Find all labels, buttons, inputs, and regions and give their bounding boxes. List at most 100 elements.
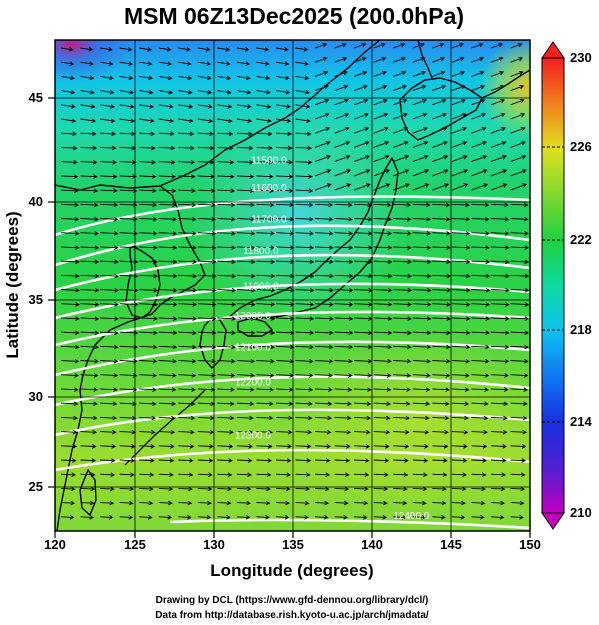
wind-vector	[334, 472, 350, 478]
wind-vector	[451, 287, 471, 293]
wind-vector	[510, 245, 530, 250]
wind-vector	[393, 401, 411, 407]
wind-vector	[139, 302, 159, 307]
wind-vector	[197, 373, 216, 378]
wind-vector	[510, 358, 529, 364]
wind-vector	[490, 112, 506, 120]
credit-drawing: Drawing by DCL (https://www.gfd-dennou.o…	[156, 595, 429, 606]
wind-vector	[393, 415, 411, 421]
wind-vector	[295, 500, 310, 506]
wind-vector	[256, 75, 271, 81]
wind-vector	[100, 514, 114, 520]
wind-vector	[393, 373, 412, 378]
wind-vector	[256, 202, 275, 208]
wind-vector	[354, 401, 372, 407]
wind-vector	[275, 75, 290, 81]
wind-vector	[139, 472, 155, 478]
wind-vector	[100, 131, 117, 137]
wind-vector	[217, 472, 233, 478]
wind-vector	[353, 70, 368, 77]
wind-vector	[217, 316, 237, 321]
wind-vector	[393, 287, 413, 293]
wind-vector	[60, 387, 79, 392]
wind-vector	[490, 330, 510, 336]
wind-vector	[197, 47, 211, 52]
wind-vector	[373, 202, 392, 208]
wind-vector	[178, 472, 194, 478]
wind-vector	[373, 472, 389, 478]
x-tick-labels: 120 125 130 135 140 145 150	[44, 537, 541, 552]
wind-vector	[178, 231, 197, 236]
wind-vector	[178, 174, 196, 179]
wind-vector	[393, 486, 408, 492]
wind-vector	[354, 514, 368, 520]
wind-vector	[490, 302, 510, 307]
wind-vector	[275, 259, 295, 265]
wind-vector	[80, 160, 98, 165]
wind-vector	[490, 486, 506, 492]
wind-vector	[197, 61, 212, 66]
wind-vector	[100, 401, 118, 407]
wind-vector	[490, 126, 507, 134]
wind-vector	[275, 160, 293, 165]
wind-vector	[275, 330, 295, 336]
wind-vector	[178, 245, 197, 250]
wind-vector	[451, 387, 470, 392]
colorbar-top-arrow	[541, 41, 565, 59]
wind-vector	[393, 444, 410, 449]
wind-vector	[217, 500, 232, 506]
colorbar-bottom-arrow	[541, 512, 565, 530]
wind-vector	[314, 500, 330, 506]
wind-vector	[256, 401, 274, 407]
wind-vector	[178, 216, 197, 222]
y-tick-label: 30	[29, 389, 43, 404]
wind-vector	[295, 302, 315, 307]
wind-vector	[412, 344, 432, 350]
wind-vector	[314, 486, 330, 492]
wind-vector	[119, 160, 137, 165]
wind-vector	[139, 61, 153, 66]
coast-hokkaido	[399, 77, 483, 141]
wind-vector	[217, 188, 236, 194]
wind-vector	[295, 316, 315, 321]
wind-vector	[373, 415, 391, 421]
wind-vector	[197, 358, 217, 364]
wind-vector	[236, 273, 256, 279]
wind-vector	[412, 330, 432, 336]
wind-vector	[275, 429, 293, 435]
wind-vector	[236, 429, 254, 435]
wind-vector	[373, 126, 389, 134]
wind-vector	[314, 141, 331, 148]
wind-vector	[393, 387, 411, 392]
coast-honshu	[227, 157, 399, 319]
wind-vector	[490, 429, 508, 435]
wind-vector	[275, 444, 293, 449]
wind-vector	[334, 273, 354, 279]
wind-vector	[60, 287, 80, 293]
wind-vector	[354, 500, 369, 506]
wind-vector	[451, 42, 464, 49]
wind-vector	[236, 302, 256, 307]
wind-vector	[373, 231, 393, 236]
wind-vector	[393, 216, 412, 222]
y-tick-label: 40	[29, 194, 43, 209]
wind-vector	[236, 216, 256, 222]
wind-vector	[314, 302, 334, 307]
wind-vector	[60, 202, 80, 208]
axis-ticks	[48, 97, 531, 538]
wind-vector	[256, 118, 272, 124]
wind-vector	[80, 415, 98, 421]
wind-vector	[256, 500, 271, 506]
wind-vector	[158, 401, 177, 407]
height-contour-12000	[55, 340, 530, 377]
wind-vector	[314, 216, 334, 222]
wind-vector	[80, 174, 98, 179]
wind-vector	[256, 458, 273, 463]
wind-vector	[256, 358, 275, 364]
wind-vector	[80, 472, 96, 478]
wind-vector	[412, 273, 432, 279]
wind-vector	[178, 344, 197, 350]
wind-vector	[236, 131, 253, 137]
wind-vector	[60, 160, 78, 165]
wind-vector	[510, 231, 529, 236]
